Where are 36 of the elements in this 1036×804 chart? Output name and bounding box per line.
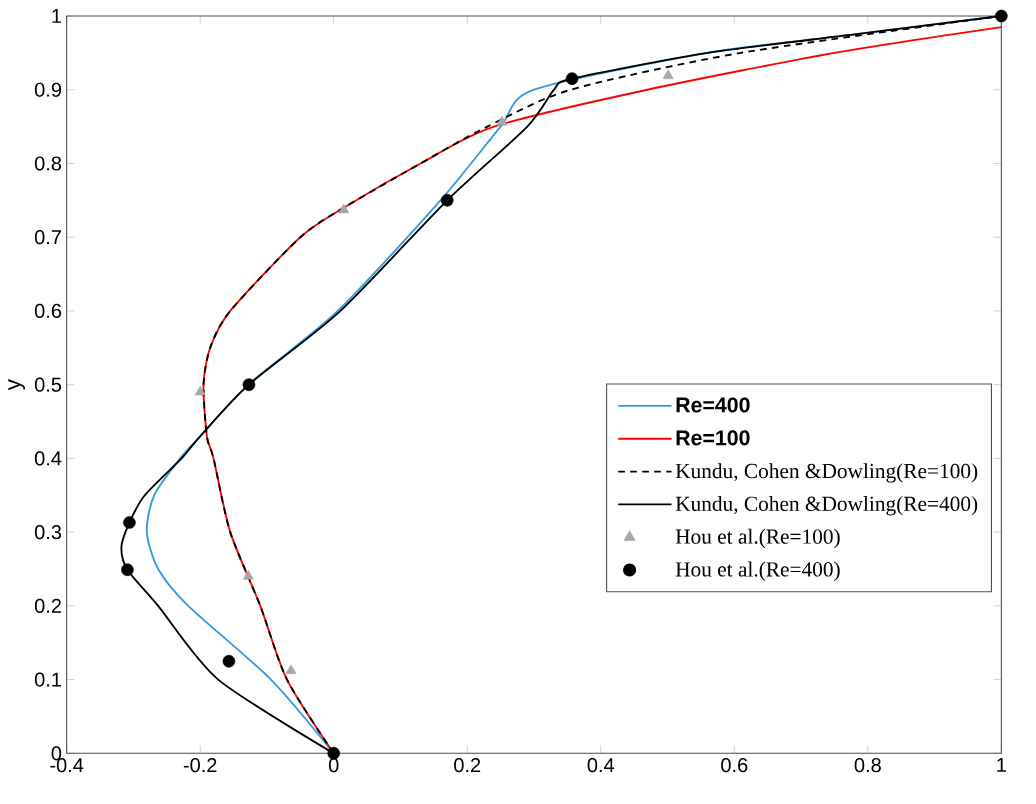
point [440,194,454,207]
y-tick-label: 0.6 [34,303,62,318]
y-tick-label: 0.4 [34,451,62,466]
point [285,664,297,675]
y-axis-title: y [8,379,25,391]
legend-label: Hou et al.(Re=400) [675,561,840,581]
legend-label: Hou et al.(Re=100) [675,528,840,549]
y-tick-label: 1 [52,9,61,23]
point [242,378,256,391]
point [123,516,136,529]
x-tick-label: 0.2 [454,758,481,773]
y-tick-label: 0.2 [34,598,61,613]
x-tick-label: 0.6 [721,758,748,773]
y-tick-label: 0.7 [34,230,61,245]
x-tick-label: 0.8 [854,758,881,773]
point [565,72,579,85]
legend-label: Re=100 [676,430,750,446]
point [496,115,508,126]
point [662,69,674,79]
point [194,385,206,396]
y-tick-label: 0.9 [34,82,61,97]
point [121,563,134,577]
legend-label: Kundu, Cohen &Dowling(Re=400) [675,495,978,516]
point [338,203,350,214]
y-tick-label: 0.8 [34,156,62,171]
legend-label: Kundu, Cohen &Dowling(Re=100) [675,463,978,483]
point [222,654,236,668]
point [242,570,254,580]
x-tick-label: -0.2 [183,758,217,773]
y-tick-label: 0.5 [34,377,62,392]
legend-label: Re=400 [676,397,750,413]
y-tick-label: 0.1 [34,672,61,687]
x-tick-label: 1 [997,758,1006,772]
y-tick-label: 0.3 [34,525,62,540]
x-tick-label: 0.4 [587,758,615,773]
point [995,9,1008,23]
